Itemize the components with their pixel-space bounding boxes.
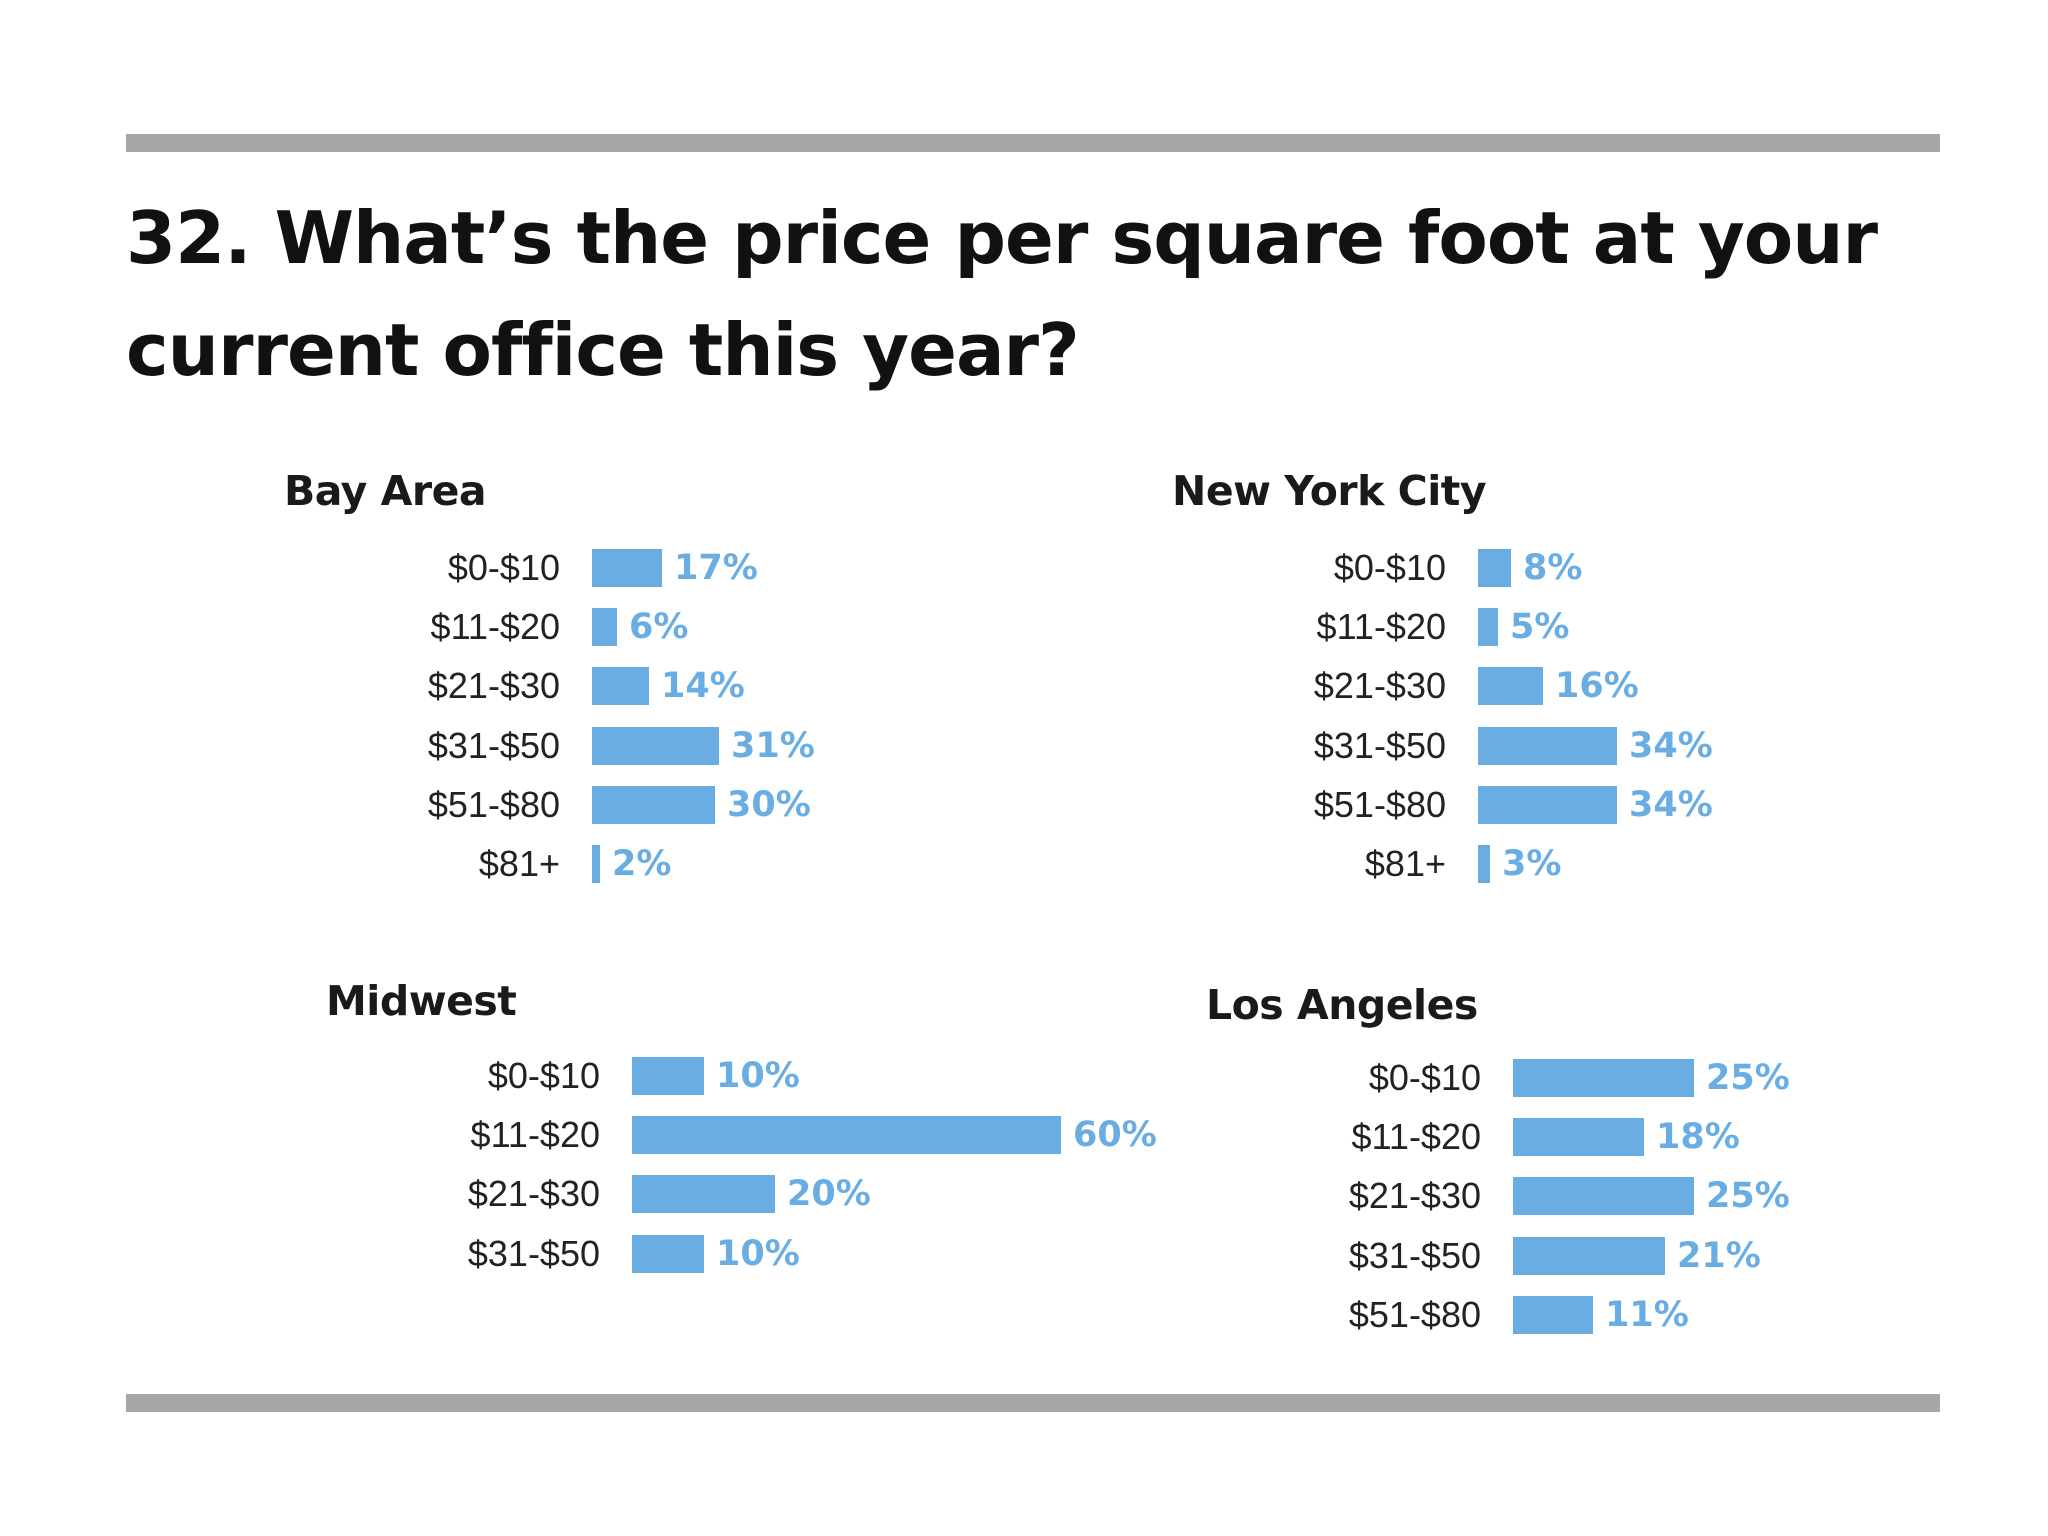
value-label: 3% [1502,844,1562,884]
value-label: 11% [1605,1295,1689,1335]
value-label: 6% [629,607,689,647]
bar [592,845,600,883]
chart-title: Bay Area [284,467,487,515]
category-label: $0-$10 [1368,1057,1481,1098]
value-label: 18% [1656,1117,1740,1157]
category-label: $11-$20 [470,1114,600,1155]
bar [1513,1177,1694,1215]
bar [1513,1296,1593,1334]
category-label: $81+ [478,843,560,884]
top-divider [126,134,1940,152]
value-label: 8% [1523,548,1583,588]
category-label: $31-$50 [1348,1235,1481,1276]
chart-title: Los Angeles [1206,981,1478,1029]
chart-title: New York City [1172,467,1487,515]
bar [592,667,649,705]
value-label: 30% [727,785,811,825]
category-label: $81+ [1364,843,1446,884]
value-label: 17% [674,548,758,588]
bar [1513,1059,1694,1097]
value-label: 25% [1706,1176,1790,1216]
value-label: 14% [661,666,745,706]
value-label: 60% [1073,1115,1157,1155]
bar [592,786,715,824]
bar [592,549,662,587]
bar [1478,549,1511,587]
category-label: $51-$80 [1348,1294,1481,1335]
value-label: 10% [716,1234,800,1274]
bar [632,1116,1061,1154]
question-line-1: 32. What’s the price per square foot at … [126,196,1878,280]
category-label: $11-$20 [1351,1116,1481,1157]
category-label: $31-$50 [467,1233,600,1274]
value-label: 34% [1629,785,1713,825]
category-label: $31-$50 [1313,725,1446,766]
bar [1478,727,1617,765]
question-heading: 32. What’s the price per square foot at … [126,182,1906,406]
category-label: $21-$30 [467,1173,600,1214]
category-label: $21-$30 [1348,1175,1481,1216]
category-label: $31-$50 [427,725,560,766]
value-label: 31% [731,726,815,766]
value-label: 20% [787,1174,871,1214]
category-label: $0-$10 [1333,547,1446,588]
bar [1513,1237,1665,1275]
bar [592,608,617,646]
bar [1478,845,1490,883]
value-label: 21% [1677,1236,1761,1276]
category-label: $21-$30 [1313,665,1446,706]
question-line-2: current office this year? [126,308,1080,392]
bar [592,727,719,765]
bar [632,1235,704,1273]
value-label: 25% [1706,1058,1790,1098]
bar [1478,786,1617,824]
category-label: $51-$80 [1313,784,1446,825]
bar [632,1057,704,1095]
chart-title: Midwest [326,977,517,1025]
category-label: $11-$20 [430,606,560,647]
category-label: $51-$80 [427,784,560,825]
value-label: 10% [716,1056,800,1096]
bar [1478,608,1498,646]
bar [632,1175,775,1213]
value-label: 5% [1510,607,1570,647]
bar [1513,1118,1644,1156]
category-label: $0-$10 [487,1055,600,1096]
bottom-divider [126,1394,1940,1412]
category-label: $21-$30 [427,665,560,706]
value-label: 2% [612,844,672,884]
bar [1478,667,1543,705]
value-label: 16% [1555,666,1639,706]
category-label: $0-$10 [447,547,560,588]
value-label: 34% [1629,726,1713,766]
category-label: $11-$20 [1316,606,1446,647]
